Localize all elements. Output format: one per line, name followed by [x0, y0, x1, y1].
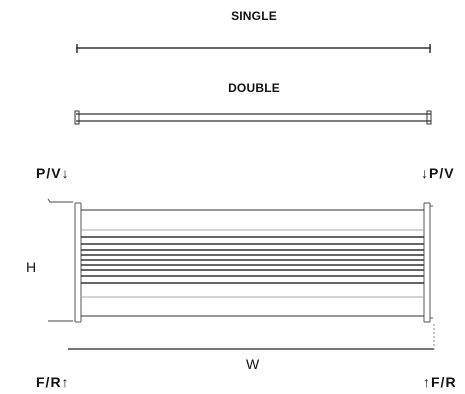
double-right-bracket	[426, 110, 432, 125]
height-top-tick	[47, 198, 73, 203]
width-label: W	[246, 356, 260, 372]
fr-bottom-right-label: ↑F/R	[423, 374, 457, 390]
single-label: SINGLE	[231, 9, 277, 23]
height-dimension	[47, 198, 73, 322]
pv-top-left-label: P/V↓	[36, 165, 70, 181]
fr-bottom-left-label: F/R↑	[36, 374, 70, 390]
width-dimension	[68, 324, 435, 350]
double-label: DOUBLE	[228, 81, 280, 95]
front-view	[74, 202, 433, 323]
double-left-bracket	[74, 110, 80, 125]
height-label: H	[26, 259, 37, 275]
single-top-view	[76, 44, 431, 53]
horizontal-tubes	[81, 209, 424, 317]
pv-top-right-label: ↓P/V	[421, 165, 455, 181]
double-top-view	[74, 110, 432, 125]
